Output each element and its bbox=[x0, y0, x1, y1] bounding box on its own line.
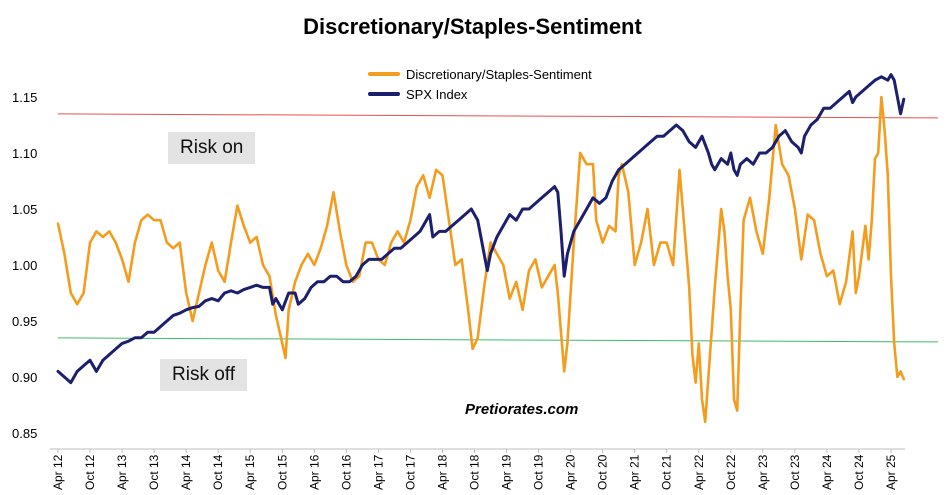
risk-on-label: Risk on bbox=[168, 132, 256, 164]
risk-off-threshold-line bbox=[57, 337, 939, 343]
x-tick-label: Oct 17 bbox=[403, 454, 417, 490]
x-tick-label: Oct 14 bbox=[211, 454, 225, 490]
y-tick-label: 1.15 bbox=[12, 90, 37, 105]
x-tick-label: Apr 18 bbox=[435, 454, 449, 490]
risk-on-threshold-line bbox=[57, 113, 939, 119]
y-tick-label: 1.00 bbox=[12, 258, 37, 273]
legend-swatch-sentiment bbox=[368, 72, 400, 76]
x-tick-label: Apr 12 bbox=[51, 454, 65, 490]
x-tick-label: Oct 24 bbox=[852, 454, 866, 490]
series-line-sentiment bbox=[56, 95, 906, 424]
x-tick-label: Oct 23 bbox=[788, 454, 802, 490]
series-line-spx bbox=[56, 73, 906, 385]
y-tick-label: 0.85 bbox=[12, 426, 37, 441]
x-tick-label: Oct 13 bbox=[147, 454, 161, 490]
x-tick-label: Apr 14 bbox=[179, 454, 193, 490]
x-tick-label: Apr 25 bbox=[884, 454, 898, 490]
y-tick-label: 1.05 bbox=[12, 202, 37, 217]
x-tick-label: Oct 19 bbox=[532, 454, 546, 490]
x-tick-label: Apr 16 bbox=[307, 454, 321, 490]
x-tick-label: Oct 12 bbox=[83, 454, 97, 490]
legend-item-sentiment: Discretionary/Staples-Sentiment bbox=[368, 64, 592, 84]
x-tick-label: Apr 15 bbox=[243, 454, 257, 490]
x-tick-label: Oct 18 bbox=[468, 454, 482, 490]
x-tick-label: Apr 19 bbox=[500, 454, 514, 490]
legend-item-spx: SPX Index bbox=[368, 84, 592, 104]
x-tick-label: Oct 22 bbox=[724, 454, 738, 490]
y-tick-label: 0.95 bbox=[12, 314, 37, 329]
x-tick-label: Oct 16 bbox=[339, 454, 353, 490]
x-tick-label: Oct 15 bbox=[275, 454, 289, 490]
x-tick-label: Apr 21 bbox=[628, 454, 642, 490]
x-tick-label: Oct 21 bbox=[660, 454, 674, 490]
y-tick-label: 0.90 bbox=[12, 370, 37, 385]
x-tick-label: Apr 23 bbox=[756, 454, 770, 490]
x-tick-label: Oct 20 bbox=[596, 454, 610, 490]
risk-off-label: Risk off bbox=[160, 359, 248, 391]
source-watermark: Pretiorates.com bbox=[465, 401, 579, 418]
y-tick-label: 1.10 bbox=[12, 146, 37, 161]
legend-swatch-spx bbox=[368, 92, 400, 96]
x-tick-label: Apr 20 bbox=[564, 454, 578, 490]
x-tick-label: Apr 24 bbox=[820, 454, 834, 490]
x-tick-label: Apr 17 bbox=[371, 454, 385, 490]
x-tick-label: Apr 22 bbox=[692, 454, 706, 490]
chart-title: Discretionary/Staples-Sentiment bbox=[303, 14, 642, 39]
legend-label-spx: SPX Index bbox=[406, 86, 468, 102]
x-tick-label: Apr 13 bbox=[115, 454, 129, 490]
legend-label-sentiment: Discretionary/Staples-Sentiment bbox=[406, 66, 592, 82]
legend: Discretionary/Staples-Sentiment SPX Inde… bbox=[368, 64, 592, 104]
